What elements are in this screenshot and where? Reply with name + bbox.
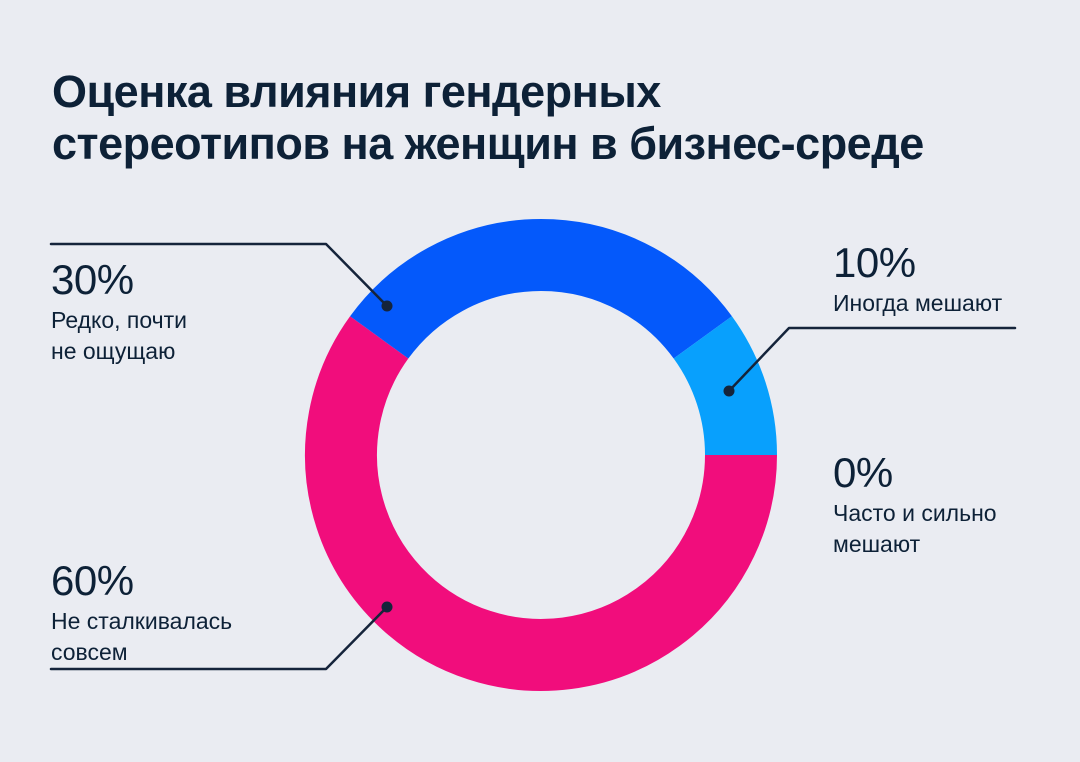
donut-segment-60pct — [305, 316, 777, 691]
callout-dot-sometimes — [723, 385, 735, 397]
annotation-sometimes-percent: 10% — [833, 239, 916, 286]
callout-line-rarely — [49, 242, 389, 308]
page-title: Оценка влияния гендерных стереотипов на … — [52, 66, 924, 170]
donut-segment-10pct — [673, 316, 777, 456]
annotation-often: 0% Часто и сильно мешают — [833, 451, 997, 560]
annotation-often-percent: 0% — [833, 449, 893, 496]
donut-segment-30pct — [350, 218, 732, 360]
annotation-sometimes-label: Иногда мешают — [833, 290, 1003, 316]
annotation-sometimes: 10% Иногда мешают — [833, 241, 1002, 319]
annotation-never: 60% Не сталкивалась совсем — [51, 559, 232, 668]
annotation-rarely-percent: 30% — [51, 256, 134, 303]
annotation-never-percent: 60% — [51, 557, 134, 604]
callout-dot-rarely — [381, 300, 393, 312]
annotation-rarely-label: Редко, почти не ощущаю — [51, 307, 188, 364]
annotation-often-label: Часто и сильно мешают — [833, 500, 997, 557]
callout-line-sometimes — [727, 326, 1017, 393]
callout-dot-never — [381, 601, 393, 613]
callout-line-never — [49, 605, 389, 671]
donut-segments — [305, 218, 777, 691]
annotation-rarely: 30% Редко, почти не ощущаю — [51, 258, 187, 367]
annotation-never-label: Не сталкивалась совсем — [51, 608, 233, 665]
